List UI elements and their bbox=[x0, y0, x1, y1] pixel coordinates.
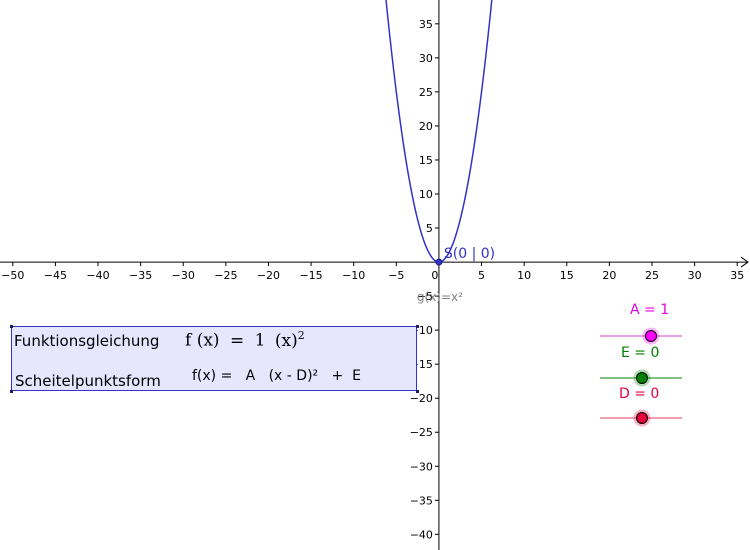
y-tick-label: 25 bbox=[419, 86, 433, 99]
x-tick-label: −50 bbox=[1, 269, 24, 282]
function-equation-eq: = bbox=[229, 330, 245, 351]
x-tick-label: 35 bbox=[730, 269, 744, 282]
x-tick-label: −10 bbox=[342, 269, 365, 282]
y-tick-label: −30 bbox=[410, 460, 433, 473]
y-tick-label: −40 bbox=[410, 528, 433, 541]
sliders bbox=[600, 327, 682, 427]
slider-label: D = 0 bbox=[619, 386, 660, 402]
x-tick-label: 5 bbox=[478, 269, 485, 282]
x-tick-label: 15 bbox=[560, 269, 574, 282]
y-tick-label: 20 bbox=[419, 120, 433, 133]
funktionsgleichung-label: Funktionsgleichung bbox=[14, 332, 160, 350]
box-corner-bl bbox=[10, 390, 13, 393]
function-label: g(x)=x² bbox=[417, 290, 463, 304]
y-tick-label: −20 bbox=[410, 392, 433, 405]
y-tick-label: −25 bbox=[410, 426, 433, 439]
x-tick-label: 30 bbox=[688, 269, 702, 282]
x-tick-label: 25 bbox=[645, 269, 659, 282]
x-tick-label: 10 bbox=[517, 269, 531, 282]
box-corner-tr bbox=[416, 325, 419, 328]
formula-box[interactable]: Funktionsgleichung f (x) = 1 (x)2 Scheit… bbox=[11, 326, 417, 391]
scheitelpunktsform-label: Scheitelpunktsform bbox=[15, 372, 161, 390]
x-tick-label: 0 bbox=[431, 269, 438, 282]
function-equation-prefix: f (x) bbox=[185, 330, 220, 351]
box-corner-tl bbox=[10, 325, 13, 328]
y-tick-label: 5 bbox=[426, 222, 433, 235]
x-tick-label: −35 bbox=[129, 269, 152, 282]
y-tick-label: 35 bbox=[419, 18, 433, 31]
x-tick-label: −5 bbox=[388, 269, 404, 282]
function-equation: f (x) = 1 (x)2 bbox=[185, 329, 305, 351]
x-tick-label: −20 bbox=[257, 269, 280, 282]
slider-knob[interactable] bbox=[645, 330, 657, 342]
function-equation-exponent: 2 bbox=[297, 329, 305, 342]
x-tick-label: −30 bbox=[172, 269, 195, 282]
y-tick-label: 30 bbox=[419, 52, 433, 65]
slider-label: A = 1 bbox=[630, 302, 670, 318]
slider-knob[interactable] bbox=[636, 372, 648, 384]
y-tick-label: 10 bbox=[419, 188, 433, 201]
slider-label: E = 0 bbox=[621, 345, 660, 361]
function-equation-term: (x) bbox=[274, 330, 298, 351]
function-equation-coefficient: 1 bbox=[254, 330, 266, 351]
x-axis: −50 −45 −40 −35 −30 −25 −20 −15 −10 −5 0 5 10 15 20 25 3… bbox=[0, 256, 749, 282]
x-tick-label: −40 bbox=[86, 269, 109, 282]
slider-knob[interactable] bbox=[636, 412, 648, 424]
x-tick-label: 20 bbox=[602, 269, 616, 282]
y-tick-label: 15 bbox=[419, 154, 433, 167]
x-axis-arrow bbox=[740, 256, 749, 268]
vertex-label: S(0 | 0) bbox=[444, 246, 495, 262]
vertex-point[interactable] bbox=[435, 258, 443, 266]
x-tick-label: −25 bbox=[214, 269, 237, 282]
y-tick-label: −35 bbox=[410, 494, 433, 507]
vertex-form-formula: f(x) = A (x - D)² + E bbox=[192, 368, 361, 384]
y-tick-label: −5 bbox=[417, 290, 433, 303]
x-tick-label: −15 bbox=[299, 269, 322, 282]
box-corner-br bbox=[416, 390, 419, 393]
x-tick-label: −45 bbox=[44, 269, 67, 282]
